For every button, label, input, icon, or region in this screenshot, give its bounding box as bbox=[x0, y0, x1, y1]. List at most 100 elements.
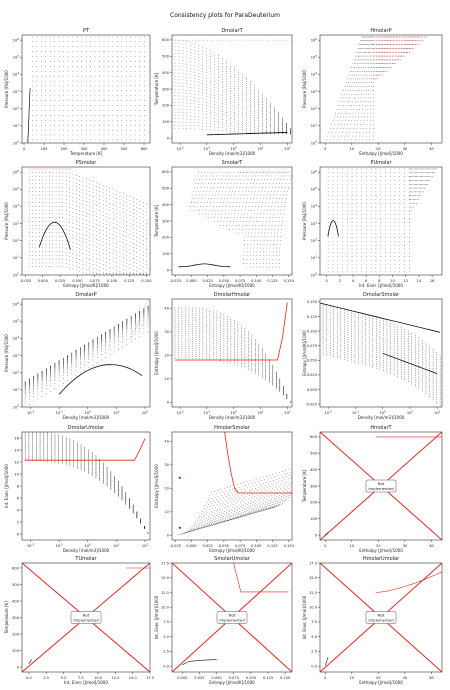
data-point bbox=[256, 266, 257, 268]
data-point bbox=[385, 59, 387, 61]
data-point bbox=[50, 391, 51, 392]
data-point bbox=[129, 207, 131, 209]
data-point bbox=[383, 63, 384, 64]
data-point bbox=[375, 199, 377, 200]
data-point bbox=[243, 251, 245, 253]
data-point bbox=[85, 85, 87, 87]
data-point bbox=[258, 130, 259, 131]
data-point bbox=[79, 251, 80, 253]
data-point bbox=[429, 180, 431, 181]
data-point bbox=[62, 262, 64, 264]
data-point bbox=[228, 179, 229, 181]
data-point bbox=[266, 99, 267, 101]
data-point bbox=[55, 198, 57, 200]
data-point bbox=[387, 48, 389, 49]
data-point bbox=[230, 120, 231, 122]
data-point bbox=[229, 202, 231, 203]
data-point bbox=[86, 246, 87, 248]
data-point bbox=[351, 271, 353, 273]
data-point bbox=[62, 255, 64, 256]
data-point bbox=[359, 74, 361, 76]
data-point bbox=[266, 102, 267, 103]
data-point bbox=[386, 40, 387, 42]
data-point bbox=[348, 74, 350, 76]
data-point bbox=[126, 206, 127, 207]
data-point bbox=[377, 44, 379, 45]
x-tick-label: 0.100 bbox=[107, 279, 118, 283]
data-point bbox=[144, 71, 145, 72]
data-point bbox=[129, 264, 131, 265]
data-point bbox=[375, 203, 377, 204]
data-point bbox=[395, 63, 397, 64]
data-point bbox=[116, 247, 117, 248]
data-point bbox=[226, 117, 227, 119]
data-point bbox=[55, 225, 57, 226]
data-point bbox=[389, 252, 391, 254]
data-point bbox=[377, 78, 379, 80]
data-point bbox=[202, 46, 204, 48]
data-point bbox=[431, 168, 433, 170]
data-point bbox=[238, 179, 239, 181]
data-point bbox=[238, 86, 239, 87]
data-point bbox=[99, 232, 101, 234]
data-point bbox=[391, 67, 392, 68]
data-point bbox=[194, 112, 196, 114]
data-point bbox=[109, 195, 111, 196]
data-point bbox=[380, 203, 381, 204]
data-point bbox=[278, 130, 279, 131]
data-point bbox=[214, 112, 216, 114]
data-point bbox=[265, 202, 267, 203]
data-point bbox=[351, 264, 353, 265]
data-point bbox=[278, 119, 279, 120]
data-point bbox=[39, 221, 40, 222]
data-point bbox=[423, 184, 425, 185]
data-point bbox=[90, 85, 91, 87]
data-point bbox=[250, 81, 251, 82]
data-point bbox=[221, 183, 222, 184]
data-point bbox=[79, 248, 80, 249]
data-point bbox=[422, 184, 424, 185]
data-point bbox=[39, 217, 40, 218]
saturation-line bbox=[27, 88, 31, 143]
data-point bbox=[337, 195, 339, 196]
data-point bbox=[390, 36, 391, 38]
data-point bbox=[404, 256, 405, 257]
data-point bbox=[278, 175, 279, 177]
data-point bbox=[407, 44, 408, 45]
data-point bbox=[415, 40, 416, 42]
data-point bbox=[28, 187, 30, 188]
data-point bbox=[280, 194, 281, 196]
data-point bbox=[190, 52, 192, 53]
data-point bbox=[133, 205, 134, 207]
data-point bbox=[36, 36, 38, 38]
y-tick-label: 200 bbox=[162, 236, 170, 240]
data-point bbox=[327, 241, 329, 242]
data-point bbox=[350, 97, 352, 99]
data-point bbox=[254, 88, 255, 90]
data-point bbox=[65, 263, 67, 264]
data-point bbox=[380, 241, 381, 242]
data-point bbox=[361, 233, 362, 235]
data-point bbox=[109, 244, 111, 245]
data-point bbox=[378, 67, 380, 68]
data-point bbox=[90, 134, 91, 136]
data-point bbox=[351, 67, 352, 68]
data-point bbox=[79, 270, 80, 272]
data-point bbox=[143, 270, 144, 271]
data-point bbox=[135, 120, 136, 121]
data-point bbox=[410, 195, 411, 196]
data-point bbox=[96, 212, 97, 214]
data-point bbox=[344, 93, 345, 95]
data-point bbox=[206, 108, 208, 109]
data-point bbox=[113, 346, 115, 348]
data-point bbox=[69, 241, 70, 242]
data-point bbox=[379, 44, 380, 45]
data-point bbox=[337, 168, 339, 170]
data-point bbox=[368, 63, 369, 64]
data-point bbox=[214, 101, 216, 102]
data-point bbox=[332, 120, 334, 122]
data-point bbox=[280, 232, 282, 234]
data-point bbox=[81, 124, 82, 126]
data-point bbox=[262, 93, 263, 95]
x-tick-label: 0.125 bbox=[124, 279, 134, 283]
